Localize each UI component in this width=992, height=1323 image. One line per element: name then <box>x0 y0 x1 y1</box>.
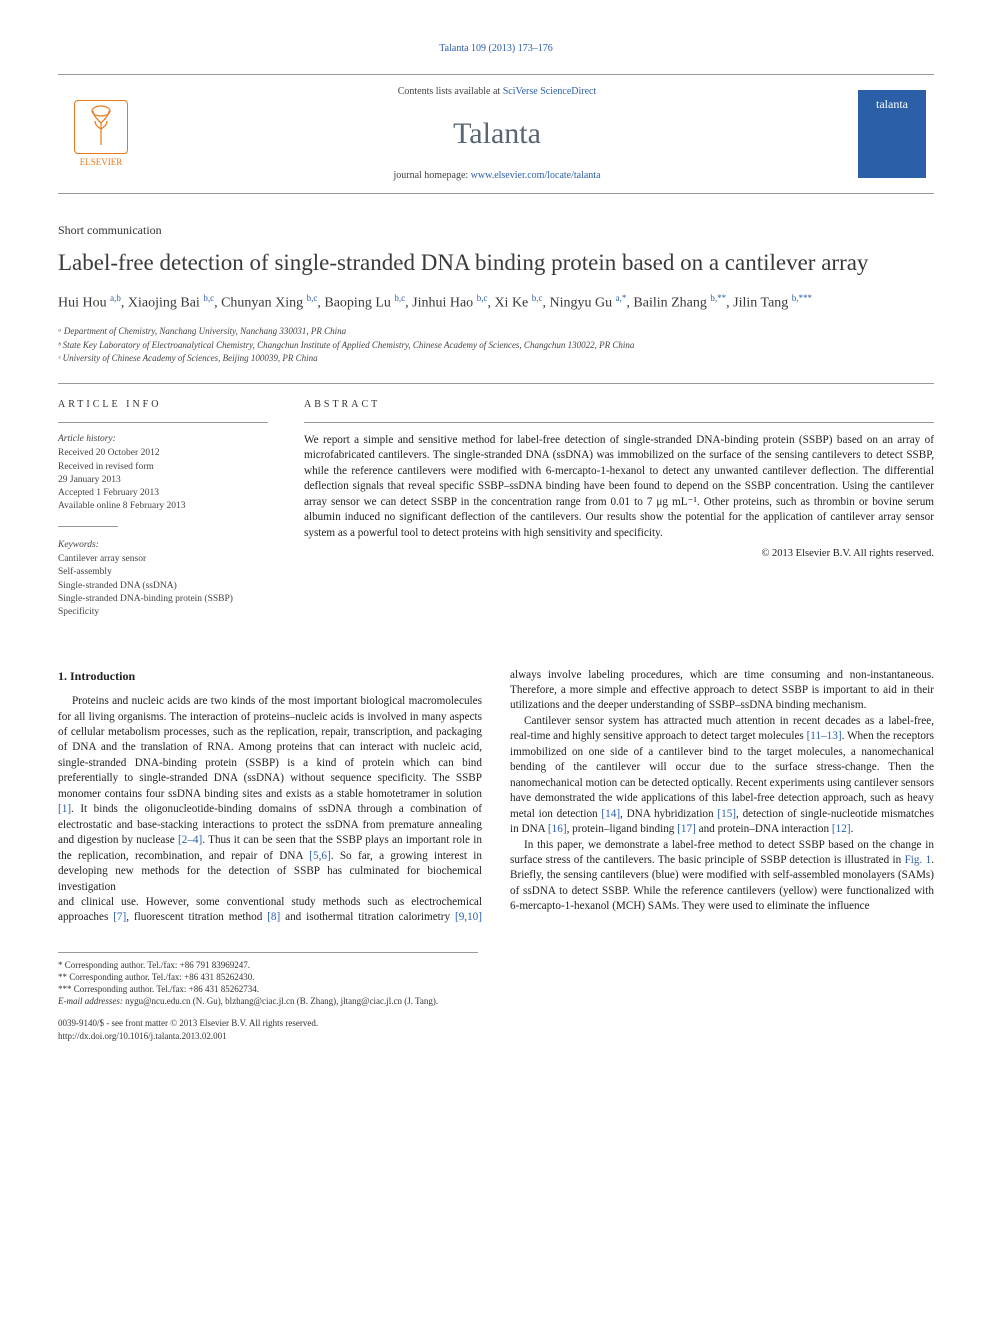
author-list: Hui Hou a,b, Xiaojing Bai b,c, Chunyan X… <box>58 292 934 314</box>
journal-cover-thumbnail[interactable]: talanta <box>858 90 926 178</box>
abstract-copyright: © 2013 Elsevier B.V. All rights reserved… <box>304 547 934 562</box>
keyword: Cantilever array sensor <box>58 553 268 566</box>
abstract-body: We report a simple and sensitive method … <box>304 433 934 541</box>
paper-title: Label-free detection of single-stranded … <box>58 249 934 278</box>
body-para: In this paper, we demonstrate a label-fr… <box>510 838 934 915</box>
contents-label: Contents lists available at <box>398 86 500 97</box>
publisher-name: ELSEVIER <box>80 156 123 169</box>
homepage-link[interactable]: www.elsevier.com/locate/talanta <box>471 170 601 181</box>
affiliations: ᵃ Department of Chemistry, Nanchang Univ… <box>58 325 934 365</box>
corr-author-line: ** Corresponding author. Tel./fax: +86 4… <box>58 971 478 983</box>
history-line: 29 January 2013 <box>58 474 268 487</box>
history-line: Accepted 1 February 2013 <box>58 487 268 500</box>
article-info-col: article info Article history: Received 2… <box>58 398 268 620</box>
info-divider <box>58 526 118 527</box>
sciencedirect-link[interactable]: SciVerse ScienceDirect <box>503 86 597 97</box>
info-abstract-row: article info Article history: Received 2… <box>58 383 934 620</box>
affiliation-a: ᵃ Department of Chemistry, Nanchang Univ… <box>58 325 934 338</box>
abstract-col: abstract We report a simple and sensitiv… <box>304 398 934 620</box>
history-line: Received 20 October 2012 <box>58 447 268 460</box>
keyword: Single-stranded DNA-binding protein (SSB… <box>58 593 268 606</box>
citation-link[interactable]: Talanta 109 (2013) 173–176 <box>439 43 552 54</box>
section-1-heading: 1. Introduction <box>58 668 482 685</box>
corr-author-line: * Corresponding author. Tel./fax: +86 79… <box>58 959 478 971</box>
elsevier-tree-icon <box>74 100 128 154</box>
article-info-heading: article info <box>58 398 268 412</box>
history-line: Received in revised form <box>58 461 268 474</box>
publisher-logo[interactable]: ELSEVIER <box>66 95 136 173</box>
body-text: 1. Introduction Proteins and nucleic aci… <box>58 668 934 926</box>
journal-header-box: ELSEVIER Contents lists available at Sci… <box>58 74 934 194</box>
corresponding-author-footer: * Corresponding author. Tel./fax: +86 79… <box>58 952 478 1042</box>
history-label: Article history: <box>58 433 268 446</box>
keywords-label: Keywords: <box>58 539 268 552</box>
affiliation-b: ᵇ State Key Laboratory of Electroanalyti… <box>58 339 934 352</box>
article-type: Short communication <box>58 222 934 239</box>
email-line: E-mail addresses: nygu@ncu.edu.cn (N. Gu… <box>58 995 478 1007</box>
header-center: Contents lists available at SciVerse Sci… <box>150 85 844 183</box>
issn-line: 0039-9140/$ - see front matter © 2013 El… <box>58 1017 478 1029</box>
keyword: Self-assembly <box>58 566 268 579</box>
emails-label: E-mail addresses: <box>58 996 123 1006</box>
homepage-label: journal homepage: <box>393 170 468 181</box>
journal-title: Talanta <box>150 113 844 155</box>
citation-line: Talanta 109 (2013) 173–176 <box>58 42 934 56</box>
abstract-heading: abstract <box>304 398 934 412</box>
homepage-line: journal homepage: www.elsevier.com/locat… <box>150 169 844 183</box>
history-line: Available online 8 February 2013 <box>58 500 268 513</box>
keyword: Specificity <box>58 606 268 619</box>
corr-author-line: *** Corresponding author. Tel./fax: +86 … <box>58 983 478 995</box>
affiliation-c: ᶜ University of Chinese Academy of Scien… <box>58 352 934 365</box>
contents-line: Contents lists available at SciVerse Sci… <box>150 85 844 99</box>
cover-label: talanta <box>876 96 908 113</box>
keyword: Single-stranded DNA (ssDNA) <box>58 580 268 593</box>
body-para: Proteins and nucleic acids are two kinds… <box>58 694 482 895</box>
body-para: Cantilever sensor system has attracted m… <box>510 714 934 838</box>
emails[interactable]: nygu@ncu.edu.cn (N. Gu), blzhang@ciac.jl… <box>125 996 438 1006</box>
doi-link[interactable]: http://dx.doi.org/10.1016/j.talanta.2013… <box>58 1030 478 1042</box>
